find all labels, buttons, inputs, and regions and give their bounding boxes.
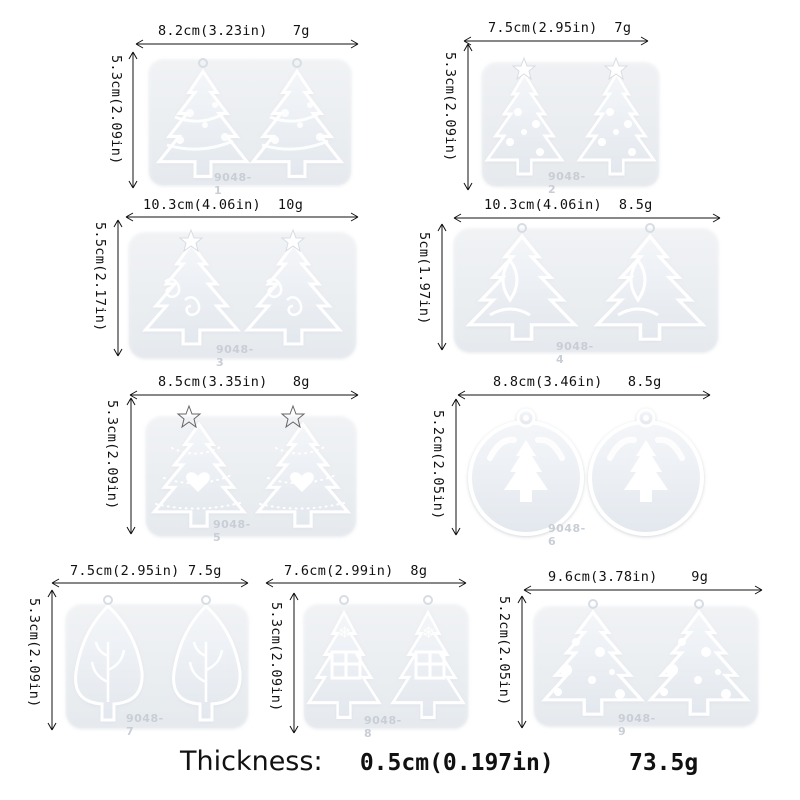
mold-tree-of-life (66, 595, 248, 728)
height-arrow (437, 223, 447, 351)
height-arrow (126, 397, 136, 535)
height-label: 5.3cm(2.09in) (26, 598, 42, 708)
height-label: 5.2cm(2.05in) (430, 410, 446, 520)
width-label: 8.2cm(3.23in) 7g (158, 23, 310, 39)
mold-code: 9048-6 (548, 522, 586, 548)
width-label: 10.3cm(4.06in) 8.5g (484, 197, 653, 213)
height-label: 5cm(1.97in) (416, 232, 432, 325)
mold-tree-dots (534, 599, 758, 726)
mold-code: 9048-4 (556, 340, 594, 366)
height-arrow (128, 51, 138, 189)
width-arrow (453, 213, 721, 223)
mold-code: 9048-9 (618, 712, 656, 738)
mold-tree-balls (149, 58, 351, 185)
svg-text:❄: ❄ (422, 623, 435, 642)
height-label: 5.3cm(2.09in) (442, 52, 458, 162)
height-arrow (451, 398, 461, 536)
width-arrow (51, 578, 249, 588)
mold-code: 9048-8 (364, 714, 402, 740)
mold-code: 9048-7 (126, 712, 164, 738)
width-arrow (135, 39, 359, 49)
width-arrow (265, 578, 467, 588)
thickness-footer: Thickness: 0.5cm(0.197in) 73.5g (180, 746, 698, 777)
mold-tree-swirl (129, 228, 356, 358)
mold-code: 9048-5 (213, 518, 251, 544)
width-label: 9.6cm(3.78in) 9g (548, 569, 709, 585)
thickness-value: 0.5cm(0.197in) (359, 750, 554, 776)
svg-text:❄: ❄ (338, 623, 351, 642)
mold-tree-heart (146, 404, 356, 536)
height-arrow (289, 592, 299, 734)
thickness-label: Thickness: (180, 746, 323, 777)
width-label: 10.3cm(4.06in) 10g (143, 197, 304, 213)
height-arrow (463, 43, 473, 191)
height-arrow (517, 595, 527, 729)
height-arrow (47, 589, 57, 731)
mold-code: 9048-1 (214, 171, 252, 197)
total-weight: 73.5g (628, 750, 699, 776)
height-label: 5.3cm(2.09in) (268, 602, 284, 712)
width-arrow (523, 585, 763, 595)
mold-round-bauble (468, 408, 704, 536)
width-arrow (457, 390, 711, 400)
width-label: 7.5cm(2.95in) 7g (488, 20, 632, 36)
width-label: 7.5cm(2.95in) 7.5g (70, 563, 222, 579)
height-label: 5.2cm(2.05in) (496, 596, 512, 706)
width-label: 8.5cm(3.35in) 8g (158, 374, 310, 390)
height-label: 5.3cm(2.09in) (104, 400, 120, 510)
mold-tree-star-dots (482, 56, 659, 186)
height-arrow (113, 219, 123, 357)
mold-tree-gift: ❄ ❄ (304, 595, 468, 728)
width-label: 8.8cm(3.46in) 8.5g (493, 374, 662, 390)
mold-code: 9048-2 (548, 170, 586, 196)
mold-code: 9048-3 (216, 343, 254, 369)
width-arrow (463, 36, 649, 46)
mold-tree-ornament (454, 223, 718, 352)
width-arrow (129, 390, 359, 400)
height-label: 5.5cm(2.17in) (92, 222, 108, 332)
width-label: 7.6cm(2.99in) 8g (284, 563, 428, 579)
height-label: 5.3cm(2.09in) (108, 55, 124, 165)
width-arrow (125, 212, 359, 222)
